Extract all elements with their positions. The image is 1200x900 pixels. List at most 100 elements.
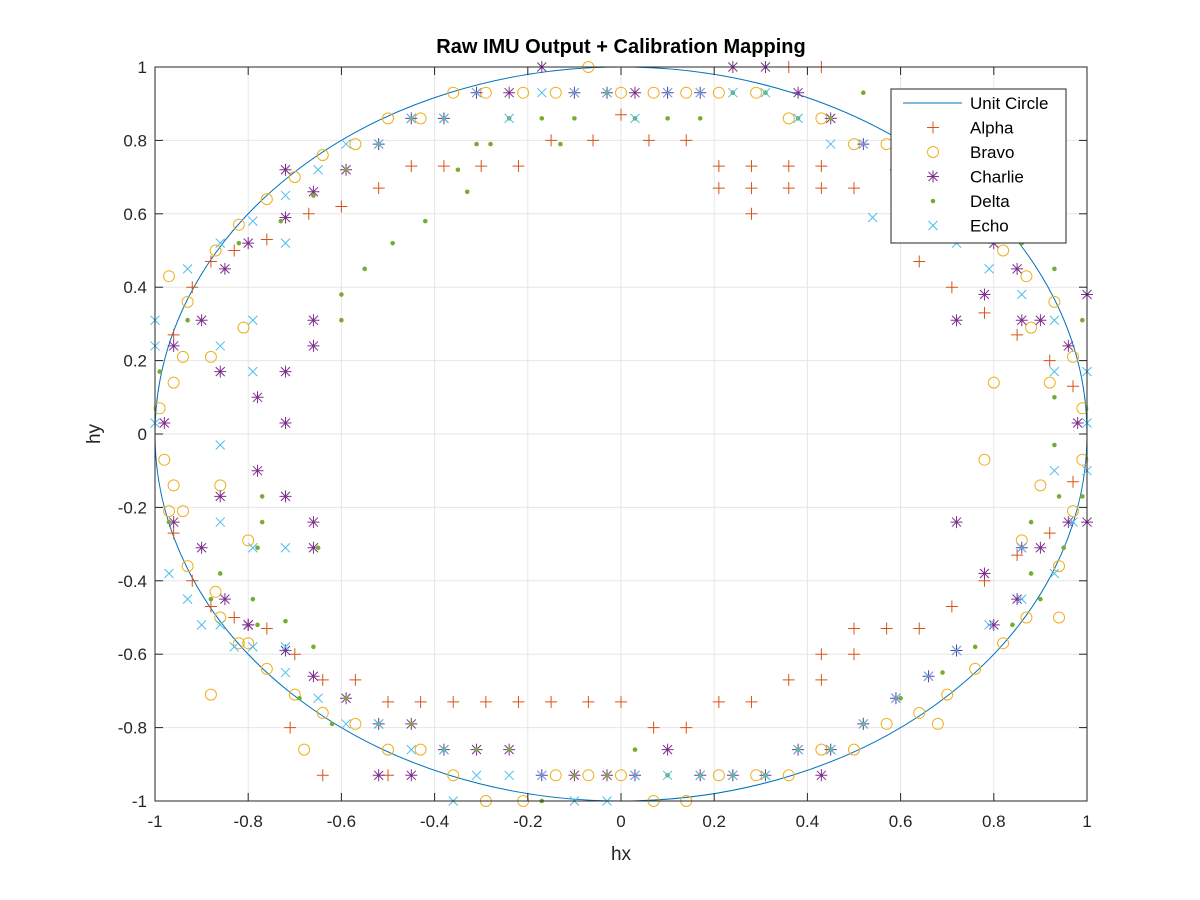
charlie-point-52 [661,743,674,756]
delta-point-24 [861,90,866,95]
alpha-point-44 [414,695,427,708]
delta-point-69 [259,494,265,499]
alpha-point-37 [204,600,217,613]
alpha-point-62 [1011,549,1024,562]
alpha-point-54 [745,695,758,708]
alpha-point-53 [712,695,725,708]
delta-point-76 [1028,519,1034,525]
alpha-point-34 [1067,380,1080,393]
bravo-point-39 [1067,505,1080,518]
echo-point-64 [215,619,226,630]
legend-label-echo: Echo [970,217,1009,236]
alpha-point-20 [815,160,828,173]
legend-marker-charlie [927,170,939,183]
delta-point-1 [166,519,172,525]
alpha-point-10 [475,160,488,173]
alpha-point-43 [382,695,394,708]
delta-point-12 [474,141,479,147]
bravo-point-16 [447,86,460,99]
delta-point-58 [250,596,256,602]
delta-point-59 [217,571,223,576]
alpha-point-12 [545,134,558,147]
legend-label-charlie: Charlie [970,168,1024,187]
delta-point-65 [464,189,470,195]
delta-point-4 [236,240,242,246]
delta-point-8 [343,167,349,173]
echo-point-59 [373,719,384,729]
bravo-point-5 [181,295,194,308]
bravo-point-13 [349,138,362,151]
echo-point-7 [229,642,240,652]
bravo-point-26 [782,112,795,125]
echo-point-56 [471,770,482,781]
delta-point-68 [558,141,563,147]
charlie-point-67 [307,541,320,554]
delta-point-38 [898,695,903,701]
y-tick-label-6: 0.2 [123,352,147,371]
echo-point-57 [439,744,449,755]
bravo-point-21 [615,86,627,99]
y-tick-label-7: 0.4 [123,278,147,297]
echo-point-77 [1016,542,1027,553]
echo-point-49 [695,770,706,781]
echo-point-39 [1016,594,1027,605]
marker-layer [150,61,1093,807]
charlie-point-78 [1015,314,1028,327]
bravo-point-47 [848,743,860,756]
x-tick-label-10: 1 [1082,812,1091,831]
alpha-point-65 [284,721,297,734]
bravo-point-59 [447,769,460,782]
charlie-point-65 [242,618,255,631]
bravo-point-11 [288,171,301,184]
delta-point-56 [311,644,316,650]
y-tick-label-2: -0.6 [118,645,147,664]
echo-point-47 [760,770,771,781]
echo-point-44 [858,719,869,729]
delta-point-46 [632,747,638,752]
bravo-point-69 [162,505,175,518]
y-tick-label-1: -0.8 [118,719,147,738]
bravo-point-35 [1048,295,1061,308]
delta-point-14 [539,116,545,121]
delta-point-57 [283,618,288,624]
legend-label-unit-circle: Unit Circle [970,94,1048,113]
bravo-point-74 [204,688,217,701]
alpha-point-56 [815,673,828,686]
alpha-point-50 [615,695,627,708]
y-tick-label-9: 0.8 [123,131,147,150]
echo-point-18 [569,87,580,98]
echo-point-11 [341,139,351,149]
bravo-point-72 [237,321,250,334]
delta-point-36 [972,644,978,650]
echo-point-4 [182,263,193,274]
legend: Unit Circle Alpha Bravo Charlie Delta Echo [890,88,1067,244]
echo-point-72 [248,542,258,553]
charlie-point-84 [372,769,385,782]
charlie-point-17 [503,86,516,99]
charlie-point-7 [242,237,255,250]
alpha-point-2 [204,255,217,268]
bravo-point-7 [214,611,227,624]
charlie-point-72 [214,365,227,378]
bravo-point-49 [782,769,795,782]
axis-ticks: -1 -0.8 -0.6 -0.4 -0.2 0 0.2 0.4 0.6 0.8 1 -1 -0.8 -0… [118,58,1092,831]
bravo-point-78 [1053,611,1066,624]
bravo-point-61 [382,743,394,756]
delta-point-33 [1061,545,1066,551]
charlie-point-9 [279,211,292,224]
legend-entry-charlie: Charlie [927,168,1024,187]
bravo-point-81 [1034,479,1047,492]
x-tick-label-5: 0 [616,812,625,831]
delta-point-75 [1056,494,1062,499]
bravo-point-37 [1076,402,1089,415]
alpha-point-26 [745,207,758,220]
alpha-point-41 [316,673,329,686]
echo-point-74 [867,212,878,223]
legend-marker-alpha [927,121,939,134]
echo-point-40 [984,619,994,630]
echo-point-43 [891,693,901,704]
echo-point-70 [215,440,226,450]
x-tick-label-3: -0.4 [420,812,449,831]
alpha-point-7 [372,182,385,195]
x-tick-label-1: -0.8 [234,812,263,831]
